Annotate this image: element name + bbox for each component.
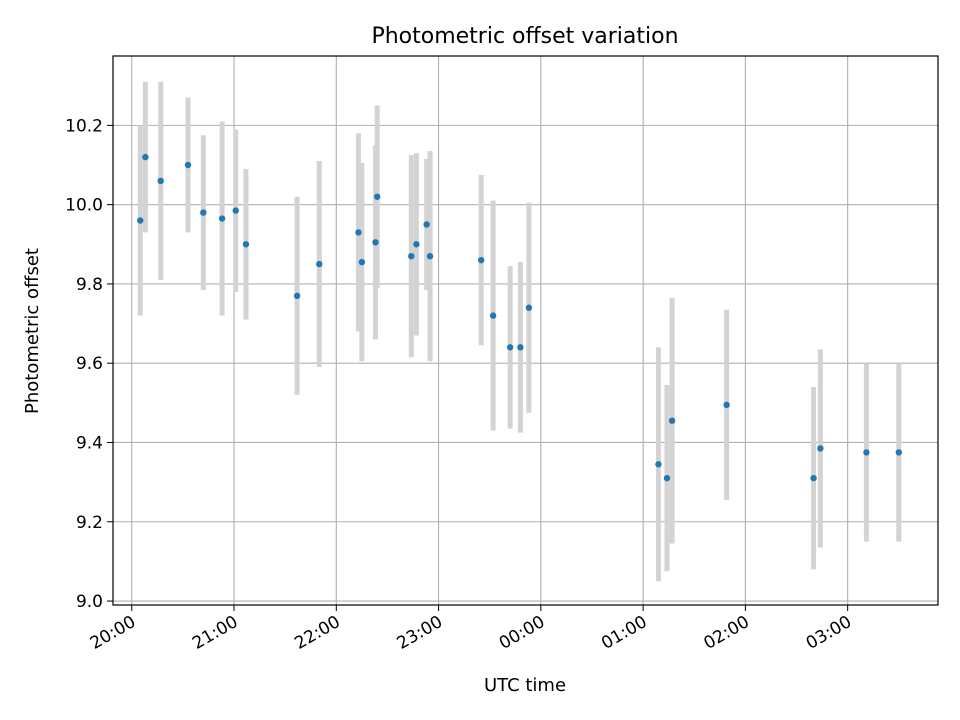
data-point (506, 344, 514, 351)
data-point (810, 474, 817, 482)
data-point (655, 461, 662, 468)
y-tick-label: 9.8 (76, 275, 103, 295)
data-point (668, 417, 676, 424)
data-point (316, 260, 323, 268)
data-point (374, 193, 381, 200)
data-point (242, 241, 250, 248)
y-tick-label: 10.0 (65, 196, 103, 216)
data-point (525, 304, 533, 311)
y-tick-label: 9.2 (76, 513, 103, 533)
data-point (293, 292, 301, 300)
y-tick-label: 9.0 (76, 592, 103, 612)
grid (113, 56, 938, 605)
x-axis-label: UTC time (484, 675, 566, 696)
data-point (142, 153, 149, 161)
data-point (355, 229, 362, 236)
y-axis-ticks: 9.0 9.2 9.4 9.6 9.8 10.0 10.2 (65, 116, 113, 612)
plot-frame (112, 55, 939, 606)
data-point (200, 209, 207, 216)
data-point (232, 207, 239, 214)
data-point (663, 474, 671, 482)
data-point (895, 449, 902, 456)
y-axis-label: Photometric offset (22, 248, 43, 414)
data-point (426, 252, 434, 260)
data-point (423, 221, 430, 228)
y-tick-label: 9.4 (76, 433, 103, 453)
data-point (517, 344, 524, 351)
data-point (863, 449, 870, 456)
data-point (358, 258, 366, 266)
data-point (408, 252, 415, 260)
data-point (817, 445, 824, 452)
data-point (184, 161, 192, 169)
data-point (489, 312, 497, 319)
data-points (137, 153, 902, 482)
data-point (372, 239, 379, 246)
data-point (723, 401, 730, 409)
chart-title: Photometric offset variation (371, 24, 678, 49)
data-point (157, 177, 164, 185)
y-tick-label: 10.2 (65, 116, 103, 136)
data-point (477, 256, 485, 264)
data-point (137, 217, 144, 224)
data-point (218, 215, 226, 222)
y-tick-label: 9.6 (76, 354, 103, 374)
data-point (413, 241, 420, 248)
